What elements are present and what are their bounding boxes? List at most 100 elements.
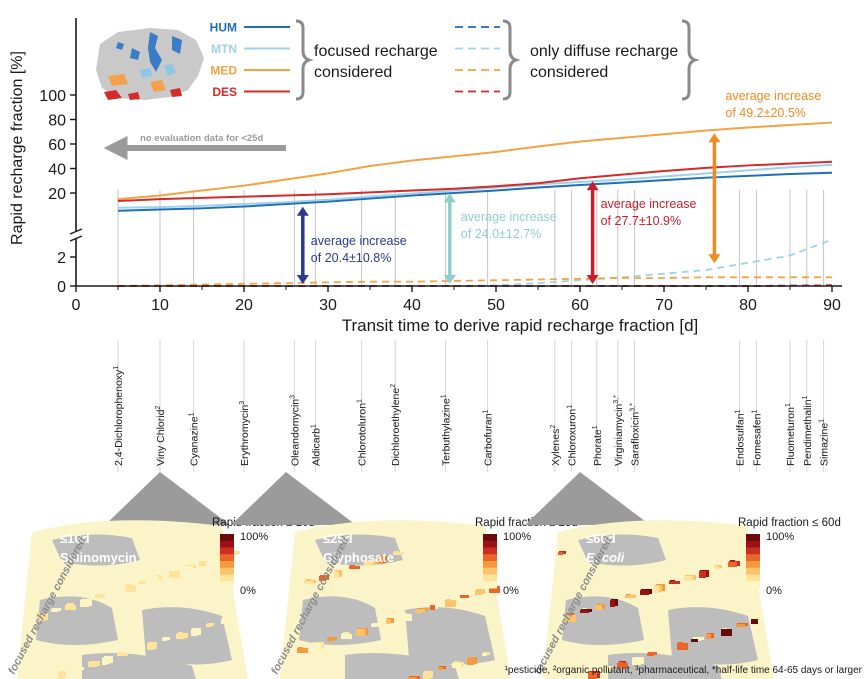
x-tick-label: 10 (151, 297, 169, 314)
increase-arrow-head-top (443, 193, 456, 203)
scale-swatch (483, 547, 497, 555)
map-cell (334, 571, 339, 578)
map-cell (184, 566, 193, 569)
map-cell (647, 653, 654, 656)
annotations: no evaluation data for <25d average incre… (103, 89, 821, 284)
scale-swatch (483, 554, 497, 562)
substance-label: Viny Chlorid2 (155, 406, 167, 466)
map-cell (341, 634, 352, 639)
map-cell (125, 585, 136, 592)
map-cell (327, 638, 334, 641)
map-cell (603, 667, 610, 670)
x-axis-label: Transit time to derive rapid recharge fr… (342, 316, 699, 335)
scale-swatch (483, 561, 497, 569)
legend-name-med: MED (210, 64, 237, 78)
map-cell (58, 672, 63, 679)
map-substance-name: Salinomycin (60, 550, 137, 565)
map-cell (654, 586, 659, 593)
map-substance-name: Glyphosate (323, 550, 394, 565)
map-cell (610, 600, 615, 607)
map-cell (669, 581, 680, 584)
substance-label: Endosulfan1 (735, 409, 747, 466)
increase-arrow-head-top (296, 206, 309, 216)
y-tick-label: 2 (57, 250, 66, 267)
substance-label: Carbofuran1 (483, 409, 495, 466)
map-cell (80, 600, 89, 607)
scale-swatch (483, 534, 497, 542)
scale-swatch (220, 554, 234, 562)
map-cell (489, 586, 500, 593)
series-mtn-focused (117, 163, 833, 209)
legend-focused-label-1: focused recharge (314, 43, 438, 60)
map-cell (176, 634, 185, 639)
substance-label: 2,4-Dichlorophenoxy1 (113, 366, 125, 466)
legend-name-des: DES (212, 85, 237, 99)
map-cell (430, 605, 435, 610)
europe-inset-map (96, 28, 204, 100)
map-cell (221, 619, 232, 624)
map-cell (30, 550, 35, 553)
legend-focused-label-2: considered (314, 64, 392, 81)
map-cell (132, 648, 141, 653)
map-cell (36, 614, 45, 621)
map-cell (706, 634, 711, 639)
scale-swatch (483, 581, 497, 589)
map-cell (304, 581, 313, 584)
map-badge: ≤25d (323, 531, 353, 546)
series-des-focused (117, 160, 833, 202)
map-cell (728, 562, 737, 567)
map-cell (617, 663, 628, 668)
map-cell (401, 614, 412, 621)
substance-label: Erythromycin3 (239, 401, 251, 466)
map-cell (206, 624, 211, 627)
map-cell (699, 571, 706, 578)
scale-swatch (220, 540, 234, 548)
map-cell (356, 629, 365, 636)
scale-min-label: 0% (766, 585, 782, 597)
map-badge: ≤60d (586, 531, 616, 546)
map-cell (386, 619, 391, 624)
map-cell (378, 557, 383, 564)
x-tick-label: 70 (655, 297, 673, 314)
substance-label: Pendimethalin1 (802, 395, 814, 466)
map-cell (736, 624, 745, 627)
substance-label: Chlorotoluron1 (357, 399, 369, 466)
map-cell (162, 638, 167, 641)
y-tick-label: 40 (48, 162, 66, 179)
y-tick-label: 20 (48, 186, 66, 203)
increase-label-line2: of 27.7±10.9% (601, 214, 682, 228)
legend-name-mtn: MTN (211, 42, 237, 56)
y-tick-label: 80 (48, 113, 66, 130)
map-cell (452, 663, 461, 668)
map-cell (147, 643, 154, 650)
substance-label: Xylenes2 (550, 425, 562, 466)
map-cell (312, 643, 321, 650)
map-cell (154, 576, 159, 581)
x-tick-label: 90 (823, 297, 841, 314)
scale-swatch (220, 581, 234, 589)
scale-swatch (483, 574, 497, 582)
map-gray-area (405, 607, 495, 665)
x-tick-label: 60 (571, 297, 589, 314)
increase-label-line1: average increase (601, 197, 697, 211)
map-cell (714, 566, 719, 569)
map-cell (213, 557, 224, 564)
substance-label: Cyanazine1 (189, 412, 201, 466)
ticks: 0 10 20 30 40 50 60 70 80 90 20 40 60 80 100 0 2 (39, 88, 841, 314)
scale-swatch (746, 534, 760, 542)
scale-min-label: 0% (503, 585, 519, 597)
substance-label: Phorate1 (592, 425, 604, 466)
increase-label-line1: average increase (725, 89, 821, 103)
series-med-diffuse (117, 276, 832, 287)
y-tick-label: 60 (48, 137, 66, 154)
map-cell (393, 552, 404, 555)
brace-middle (502, 19, 521, 101)
grid-lines (117, 190, 825, 472)
substance-label: Chloroxuron1 (567, 405, 579, 466)
increase-arrow-head-bottom (296, 275, 309, 284)
scale-min-label: 0% (240, 585, 256, 597)
legend-diffuse-label-1: only diffuse recharge (530, 43, 678, 60)
x-tick-label: 0 (72, 297, 81, 314)
